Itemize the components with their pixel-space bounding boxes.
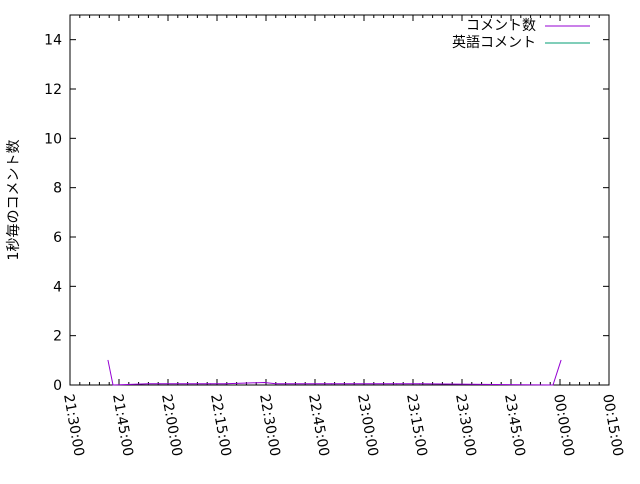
- plot-border: [69, 14, 610, 386]
- data-point: [159, 383, 161, 385]
- legend: コメント数 英語コメント: [452, 18, 590, 51]
- data-point: [147, 383, 149, 385]
- data-point: [275, 383, 277, 385]
- x-tick-label: 00:00:00: [550, 393, 577, 458]
- x-tick-label: 23:30:00: [452, 393, 479, 458]
- x-tick-label: 21:30:00: [60, 393, 87, 458]
- data-point: [112, 384, 114, 386]
- y-tick-label: 12: [44, 82, 62, 98]
- y-tick-label: 0: [53, 378, 62, 394]
- y-tick-label: 8: [53, 181, 62, 197]
- x-tick-label: 23:00:00: [354, 393, 381, 458]
- data-point: [560, 359, 562, 361]
- data-point: [209, 383, 211, 385]
- data-point: [552, 384, 554, 386]
- y-axis-label: 1秒毎のコメント数: [6, 140, 22, 261]
- data-point: [107, 359, 109, 361]
- y-tick-label: 4: [53, 279, 62, 295]
- legend-label-0: コメント数: [466, 18, 536, 34]
- series-line-0: [107, 360, 562, 386]
- data-point: [396, 383, 398, 385]
- y-tick-label: 2: [53, 329, 62, 345]
- data-point: [187, 383, 189, 385]
- x-tick-label: 22:00:00: [158, 393, 185, 458]
- legend-label-1: 英語コメント: [452, 34, 536, 51]
- y-tick-label: 10: [44, 131, 62, 147]
- y-tick-label: 6: [53, 230, 62, 246]
- data-point: [224, 383, 226, 385]
- x-tick-label: 21:45:00: [109, 393, 136, 458]
- y-tick-label: 14: [44, 33, 62, 49]
- x-tick-label: 22:15:00: [207, 393, 234, 458]
- x-tick-label: 22:45:00: [305, 393, 332, 458]
- x-tick-label: 22:30:00: [256, 393, 283, 458]
- data-point: [263, 382, 265, 384]
- data-point: [353, 383, 355, 385]
- x-tick-label: 23:45:00: [501, 393, 528, 458]
- x-tick-label: 00:15:00: [599, 393, 626, 458]
- data-point: [419, 383, 421, 385]
- data-point: [330, 383, 332, 385]
- x-tick-label: 23:15:00: [403, 393, 430, 458]
